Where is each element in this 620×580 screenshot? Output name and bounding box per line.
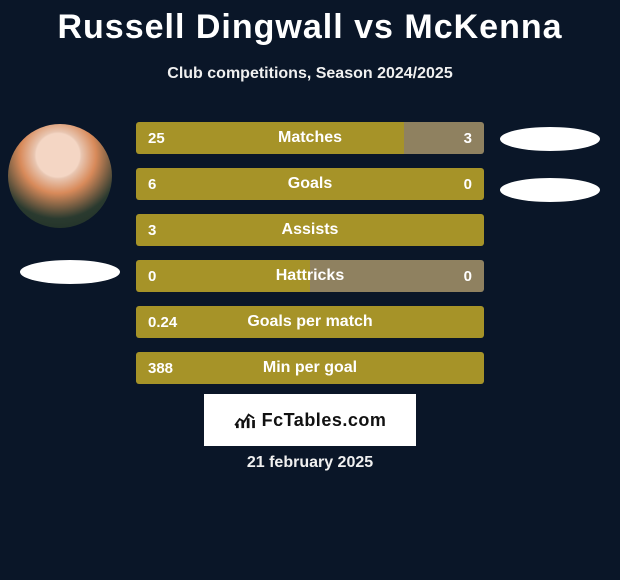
bar-segment-left [136, 122, 404, 154]
bar-segment-left [136, 260, 310, 292]
bar-row-min-per-goal: 388 Min per goal [136, 352, 484, 384]
fctables-logo: FcTables.com [204, 394, 416, 446]
page-title: Russell Dingwall vs McKenna [0, 0, 620, 47]
team-oval-right-1 [500, 127, 600, 151]
bar-row-matches: 25 Matches 3 [136, 122, 484, 154]
bar-row-goals-per-match: 0.24 Goals per match [136, 306, 484, 338]
bar-segment-right [404, 122, 484, 154]
chart-icon [234, 411, 256, 429]
player-avatar-left [8, 124, 112, 228]
bar-segment-left [136, 214, 484, 246]
subtitle: Club competitions, Season 2024/2025 [0, 65, 620, 83]
bar-segment-right [310, 260, 484, 292]
bar-segment-left [136, 306, 484, 338]
date-label: 21 february 2025 [0, 454, 620, 472]
logo-text: FcTables.com [262, 410, 387, 431]
bar-row-hattricks: 0 Hattricks 0 [136, 260, 484, 292]
team-oval-left [20, 260, 120, 284]
bar-segment-left [136, 168, 484, 200]
bar-row-assists: 3 Assists [136, 214, 484, 246]
team-oval-right-2 [500, 178, 600, 202]
bar-segment-left [136, 352, 484, 384]
comparison-bars: 25 Matches 3 6 Goals 0 3 Assists 0 Hattr… [136, 122, 484, 398]
bar-row-goals: 6 Goals 0 [136, 168, 484, 200]
